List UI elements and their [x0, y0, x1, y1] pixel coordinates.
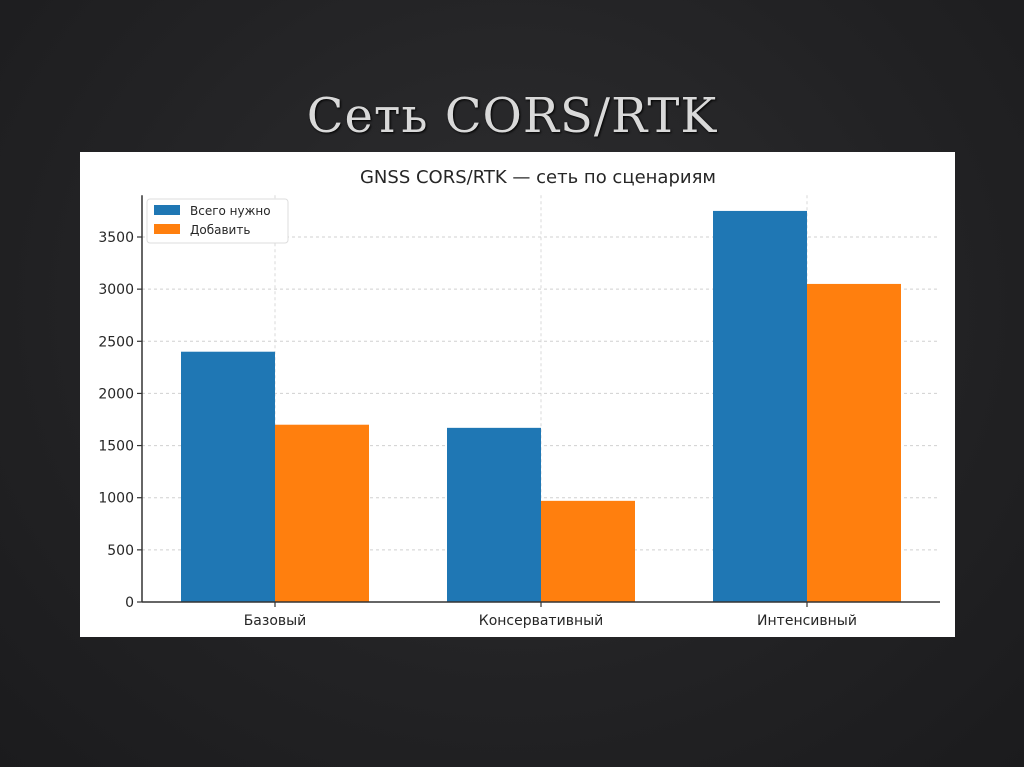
y-tick-label: 3500 [98, 230, 134, 246]
x-category-label: Консервативный [479, 613, 604, 629]
bar-add [807, 283, 901, 602]
legend-label: Добавить [190, 223, 250, 237]
bar-total [447, 427, 541, 602]
x-category-label: Базовый [244, 613, 307, 629]
chart-title: GNSS CORS/RTK — сеть по сценариям [360, 167, 716, 188]
y-tick-label: 0 [125, 595, 134, 611]
x-category-label: Интенсивный [757, 613, 857, 629]
bar-add [275, 424, 369, 602]
bar-total [713, 210, 807, 602]
y-tick-label: 2000 [98, 386, 134, 402]
legend-label: Всего нужно [190, 204, 271, 218]
bar-chart: GNSS CORS/RTK — сеть по сценариям 0 500 10… [80, 152, 955, 637]
legend: Всего нужно Добавить [146, 198, 289, 244]
y-tick-label: 1500 [98, 439, 134, 455]
bars [181, 210, 901, 602]
chart-canvas: GNSS CORS/RTK — сеть по сценариям 0 500 10… [98, 167, 940, 629]
bar-add [541, 500, 635, 602]
axes: 0 500 1000 1500 2000 2500 3000 3500 Базовый Консе… [98, 195, 940, 629]
legend-swatch [154, 224, 180, 234]
y-tick-label: 500 [107, 543, 134, 559]
legend-swatch [154, 205, 180, 215]
y-tick-label: 2500 [98, 334, 134, 350]
slide-title: Сеть CORS/RTK [306, 88, 718, 144]
y-tick-label: 1000 [98, 491, 134, 507]
y-tick-label: 3000 [98, 282, 134, 298]
bar-total [181, 351, 275, 602]
